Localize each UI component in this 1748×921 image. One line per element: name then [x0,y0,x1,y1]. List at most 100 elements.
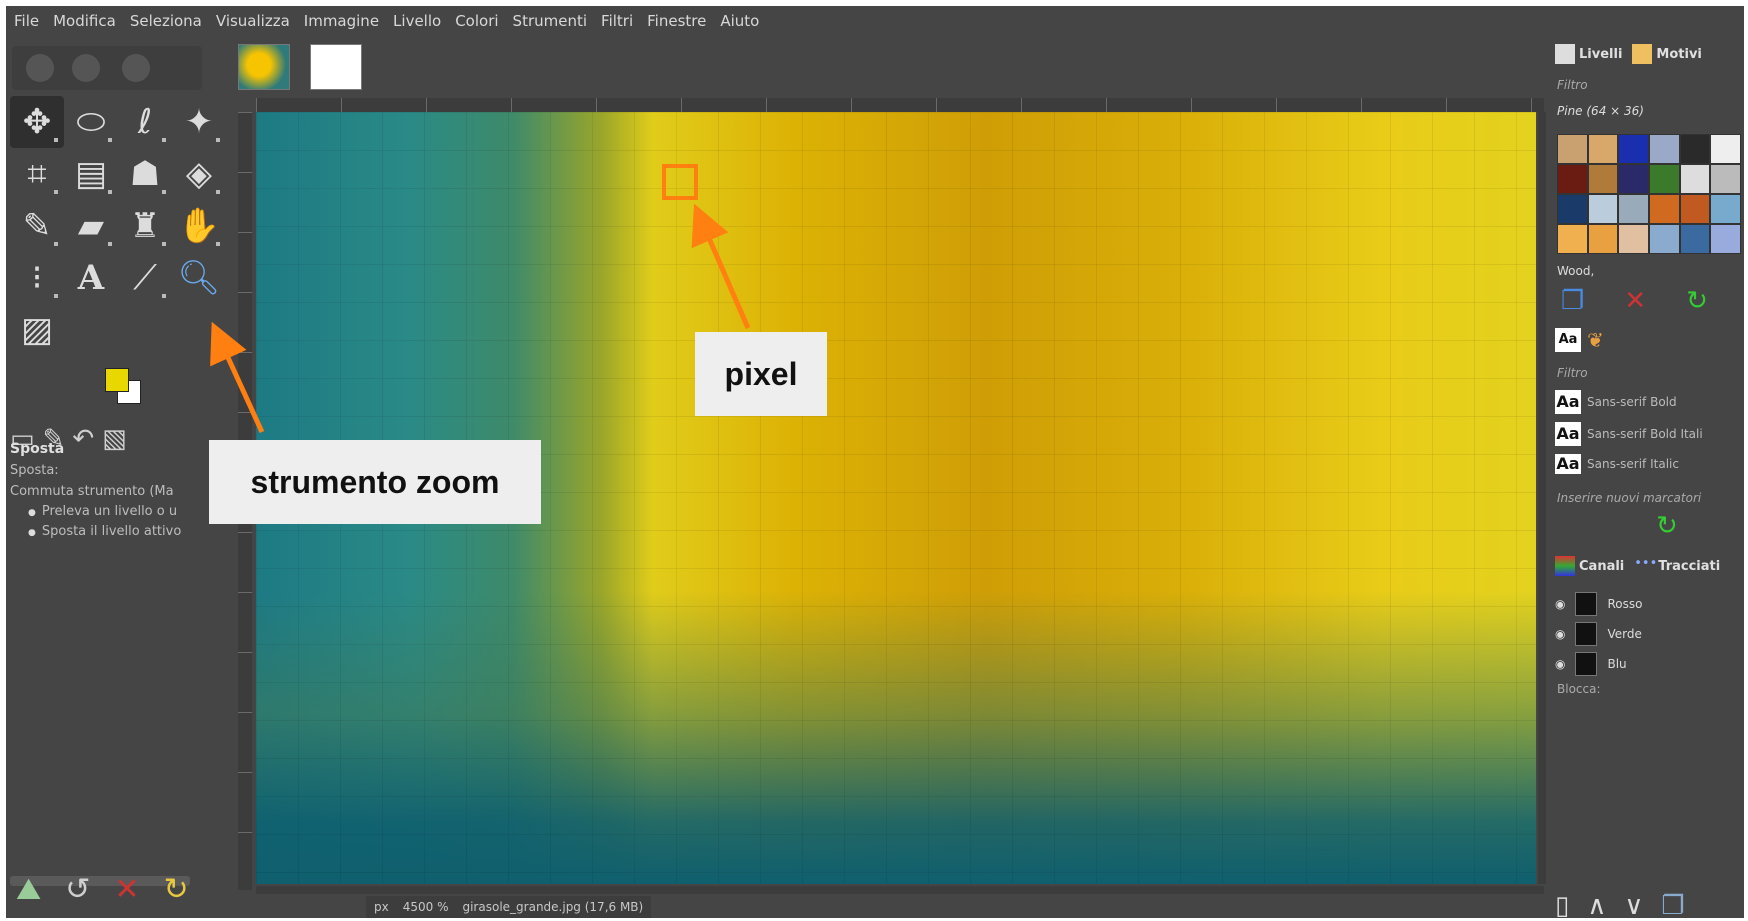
refresh-icon[interactable]: ↻ [1686,286,1708,316]
refresh-fonts-icon[interactable]: ↻ [1656,511,1678,541]
dock-tabs-strip: ▭ ✎ ↶ ▧ [10,424,127,454]
clone-icon[interactable]: ♜ [118,200,172,252]
paths-icon[interactable]: ⁝ [10,252,64,304]
font-item-3[interactable]: Aa Sans-serif Italic [1555,454,1679,474]
zoom-tool-callout: strumento zoom [209,440,541,524]
duplicate-icon[interactable]: ❐ [1561,286,1585,316]
delete-options-icon[interactable]: ✕ [114,872,140,907]
toolbox-footer: ⛰ ↺ ✕ ↻ [6,861,236,918]
menu-filters[interactable]: Filtri [601,12,634,30]
pattern-tags[interactable]: Wood, [1557,264,1595,278]
fill-icon[interactable]: ◈ [172,148,226,200]
eye-icon[interactable]: ◉ [1555,627,1566,641]
dock-tabs-bottom: Canali ••• Tracciati [1555,556,1720,576]
menu-select[interactable]: Seleziona [129,12,202,30]
paintbrush-icon[interactable]: ✎ [10,200,64,252]
layers-icon [1555,44,1575,64]
tab-patterns[interactable]: Motivi [1632,44,1702,64]
reset-options-icon[interactable]: ↻ [163,872,189,907]
channel-green[interactable]: ◉ Verde [1555,622,1642,646]
lower-icon[interactable]: ∨ [1624,891,1644,918]
tool-grid: ✥ ⬭ ℓ ✦ ⌗ ▤ ☗ ◈ ✎ ▰ ♜ ✋ ⁝ A ⟋ 🔍︎ ▨ [10,96,234,356]
channel-blue[interactable]: ◉ Blu [1555,652,1627,676]
fuzzy-select-icon[interactable]: ✦ [172,96,226,148]
font-item-1[interactable]: Aa Sans-serif Bold [1555,390,1677,414]
smudge-icon[interactable]: ✋ [177,206,221,246]
tool-options-tab-icon[interactable]: ▭ [10,424,35,454]
transform-icon[interactable]: ▤ [64,148,118,200]
menu-view[interactable]: Visualizza [215,12,290,30]
font-item-2[interactable]: Aa Sans-serif Bold Itali [1555,422,1703,446]
font-tabs: Aa ❦ [1555,328,1604,352]
font-tag-input[interactable]: Inserire nuovi marcatori [1557,491,1702,505]
menu-file[interactable]: File [14,12,40,30]
menu-windows[interactable]: Finestre [647,12,707,30]
file-info: girasole_grande.jpg (17,6 MB) [462,900,644,914]
lasso-icon[interactable]: ℓ [118,96,172,148]
eye-icon[interactable]: ◉ [1555,597,1566,611]
pattern-filter[interactable]: Filtro [1557,78,1588,92]
menu-layer[interactable]: Livello [393,12,442,30]
delete-icon[interactable]: ✕ [1624,286,1647,316]
canvas-horizontal-scrollbar[interactable] [256,886,1544,894]
eye-icon[interactable]: ◉ [1555,657,1566,671]
menu-colors[interactable]: Colori [455,12,499,30]
device-status [12,46,202,90]
menu-edit[interactable]: Modifica [53,12,116,30]
save-options-icon[interactable]: ⛰ [16,872,42,907]
channels-icon [1555,556,1575,576]
raise-icon[interactable]: ∧ [1587,891,1607,918]
zoom-select[interactable]: 4500 % [402,900,449,914]
ellipse-select-icon[interactable]: ⬭ [64,96,118,148]
font-filter[interactable]: Filtro [1557,366,1588,380]
fonts-tab-icon[interactable]: Aa [1555,328,1581,352]
unit-select[interactable]: px [374,900,389,914]
option-pick-layer[interactable]: Preleva un livello o u [28,504,177,519]
tab-paths[interactable]: ••• Tracciati [1634,556,1720,576]
horizontal-ruler[interactable] [256,98,1544,112]
new-channel-icon[interactable]: ▯ [1555,891,1570,918]
fg-bg-colors[interactable] [101,364,145,406]
toolbox-scrollbar[interactable] [10,876,190,886]
dock-tabs-top: Livelli Motivi [1555,44,1702,64]
eraser-icon[interactable]: ▰ [64,200,118,252]
pixel-callout: pixel [695,332,827,416]
undo-history-tab-icon[interactable]: ↶ [72,424,95,454]
gegl-icon[interactable]: ▨ [20,310,54,350]
highlighted-pixel [662,164,698,200]
text-tool-icon[interactable]: A [77,258,105,298]
toggle-label: Commuta strumento (Ma [10,484,174,499]
pattern-grid[interactable] [1557,134,1741,254]
move-tool-icon[interactable]: ✥ [10,96,64,148]
paths-tab-icon: ••• [1634,556,1658,571]
pattern-actions: ❐ ✕ ↻ [1561,286,1708,316]
option-move-active[interactable]: Sposta il livello attivo [28,524,181,539]
image-thumbnail-sunflower[interactable] [238,44,290,90]
brush-tab-icon[interactable]: ❦ [1587,328,1604,352]
duplicate-channel-icon[interactable]: ❐ [1661,891,1685,918]
menu-tools[interactable]: Strumenti [512,12,588,30]
color-picker-icon[interactable]: ⟋ [118,252,172,304]
tool-options-title: Sposta [10,441,65,457]
image-thumbnail-blank[interactable] [310,44,362,90]
images-tab-icon[interactable]: ▧ [102,424,127,454]
crop-icon[interactable]: ⌗ [10,148,64,200]
tab-channels[interactable]: Canali [1555,556,1624,576]
channel-red[interactable]: ◉ Rosso [1555,592,1642,616]
right-dock: Livelli Motivi Filtro Pine (64 × 36) Woo… [1551,36,1744,918]
menu-image[interactable]: Immagine [303,12,380,30]
canvas-vertical-scrollbar[interactable] [1538,112,1546,884]
tab-layers[interactable]: Livelli [1555,44,1622,64]
device-tab-icon[interactable]: ✎ [42,424,65,454]
statusbar: px 4500 % girasole_grande.jpg (17,6 MB) [366,896,652,918]
foreground-color-swatch[interactable] [105,368,129,392]
move-mode-label: Sposta: [10,463,59,478]
font-actions: ↻ [1656,511,1678,541]
warp-icon[interactable]: ☗ [118,148,172,200]
pattern-name: Pine (64 × 36) [1557,104,1644,118]
zoom-tool-icon[interactable]: 🔍︎ [177,258,221,298]
restore-options-icon[interactable]: ↺ [65,872,91,907]
toolbox: ✥ ⬭ ℓ ✦ ⌗ ▤ ☗ ◈ ✎ ▰ ♜ ✋ ⁝ A ⟋ 🔍︎ ▨ ▭ ✎ ↶… [6,36,236,891]
menubar: File Modifica Seleziona Visualizza Immag… [6,6,1744,36]
menu-help[interactable]: Aiuto [720,12,760,30]
